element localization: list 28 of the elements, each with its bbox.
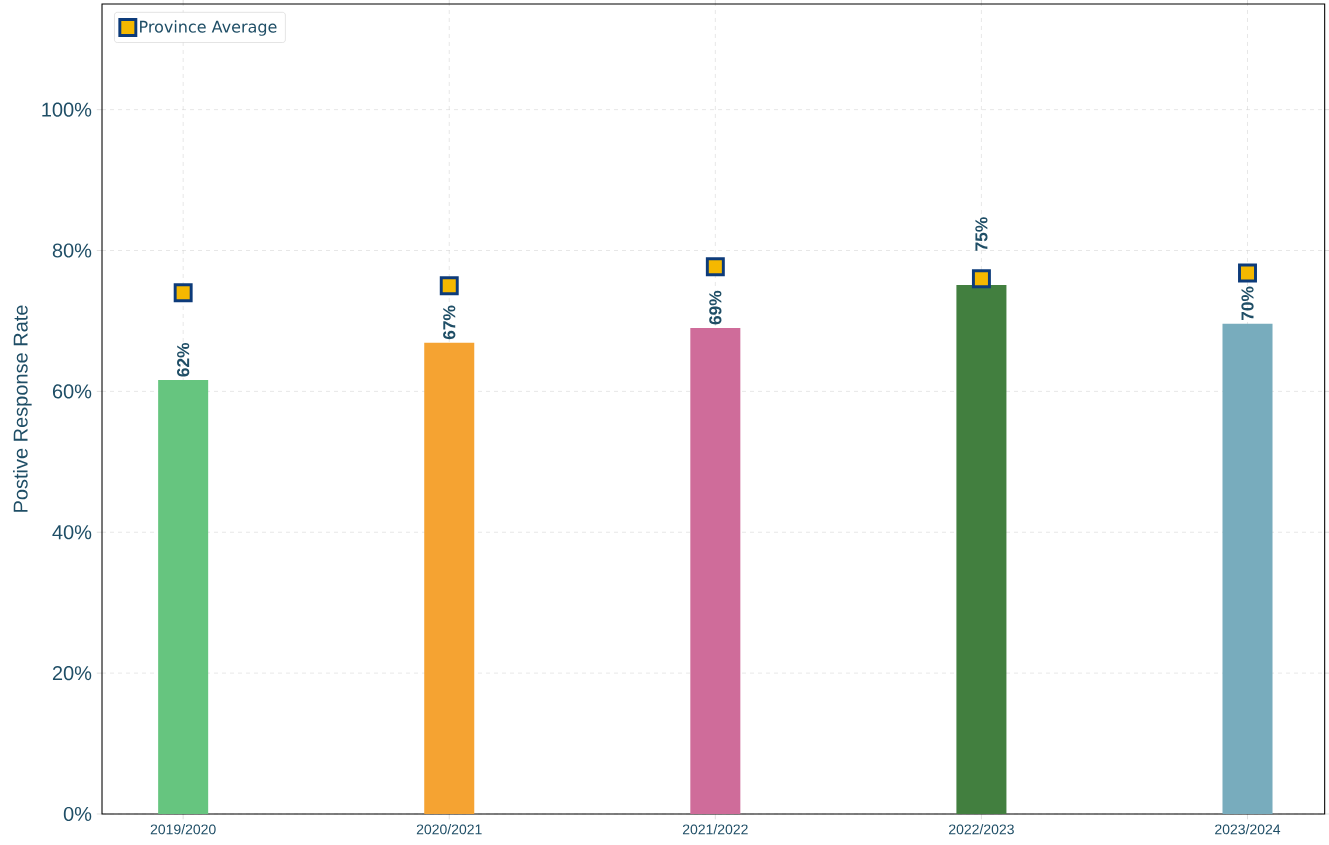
bar <box>1222 323 1273 814</box>
data-label: 69% <box>709 290 722 325</box>
x-tick-label: 2022/2023 <box>949 824 1014 835</box>
data-label: 70% <box>1241 286 1254 321</box>
y-tick-label: 20% <box>52 666 92 681</box>
point <box>1238 263 1257 283</box>
legend-label: Province Average <box>140 20 277 36</box>
y-tick-label: 60% <box>52 384 92 399</box>
point <box>705 257 725 277</box>
x-tick-label: 2023/2024 <box>1215 824 1281 835</box>
data-label: 62% <box>177 342 190 377</box>
data-label: 75% <box>975 217 988 251</box>
y-axis-title: Postive Response Rate <box>13 305 32 512</box>
bar <box>690 327 741 814</box>
point <box>439 276 459 296</box>
y-tick-label: 100% <box>42 102 92 117</box>
y-tick-label: 0% <box>63 806 92 822</box>
x-tick-label: 2019/2020 <box>150 824 216 835</box>
point <box>173 283 193 303</box>
x-tick-label: 2020/2021 <box>416 824 482 835</box>
data-label: 67% <box>443 305 456 340</box>
y-tick-label: 40% <box>52 525 92 540</box>
bar <box>956 285 1007 814</box>
y-tick-label: 80% <box>52 243 92 258</box>
point <box>971 269 991 289</box>
x-tick-label: 2021/2022 <box>682 824 748 835</box>
bar <box>158 380 209 814</box>
bar <box>424 342 475 814</box>
